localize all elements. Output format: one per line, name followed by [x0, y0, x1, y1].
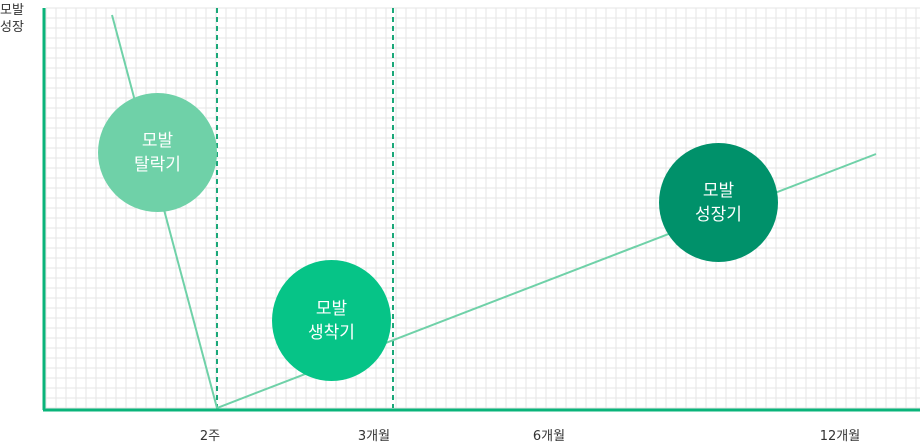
phase-shedding-line-1: 모발	[141, 130, 174, 151]
phase-growth-bubble: 모발 성장기	[659, 143, 778, 262]
phase-engraftment-line-1: 모발	[315, 298, 348, 319]
y-axis-title: 모발 성장	[0, 2, 36, 36]
phase-shedding-line-2: 탈락기	[134, 154, 181, 175]
phase-shedding-bubble: 모발 탈락기	[98, 93, 217, 212]
x-tick-6-months: 6개월	[532, 429, 566, 444]
y-axis-title-line-1: 모발	[0, 3, 24, 18]
phase-growth-line-1: 모발	[702, 180, 735, 201]
phase-growth-line-2: 성장기	[695, 204, 742, 225]
phase-engraftment-line-2: 생착기	[308, 322, 355, 343]
x-tick-3-months: 3개월	[357, 429, 391, 444]
x-tick-12-months: 12개월	[819, 429, 861, 444]
y-axis-title-line-2: 성장	[0, 20, 24, 35]
phase-engraftment-bubble: 모발 생착기	[272, 260, 391, 381]
x-tick-2-weeks: 2주	[199, 429, 221, 444]
